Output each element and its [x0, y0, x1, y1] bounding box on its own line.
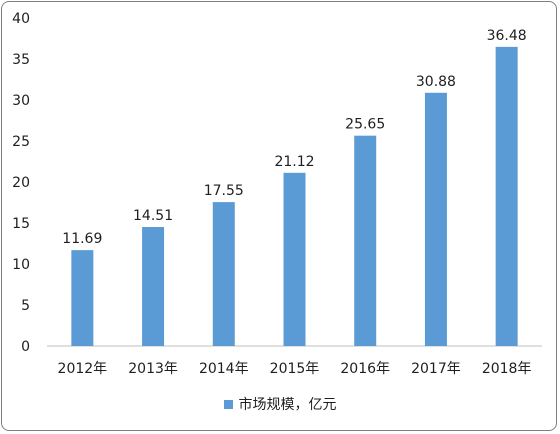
y-axis-ticks: 0 5 10 15 20 25 30 35 40	[12, 11, 30, 355]
bar	[495, 46, 518, 346]
legend: 市场规模，亿元	[0, 394, 560, 414]
y-tick-label: 5	[21, 298, 30, 314]
x-tick-label: 2018年	[482, 361, 532, 377]
bar	[424, 92, 447, 346]
y-tick-label: 0	[21, 339, 30, 355]
y-tick-label: 40	[12, 11, 30, 27]
data-label: 21.12	[274, 154, 314, 170]
data-label: 14.51	[133, 208, 173, 224]
x-tick-label: 2013年	[128, 361, 178, 377]
bar	[354, 135, 377, 346]
legend-swatch	[223, 399, 233, 409]
x-tick-label: 2017年	[411, 361, 461, 377]
legend-label: 市场规模，亿元	[238, 397, 337, 413]
x-axis-ticks: 2012年 2013年 2014年 2015年 2016年 2017年 2018年	[58, 361, 532, 377]
data-labels: 11.69 14.51 17.55 21.12 25.65 30.88 36.48	[62, 28, 526, 247]
x-tick-label: 2016年	[340, 361, 390, 377]
y-tick-label: 10	[12, 257, 30, 273]
data-label: 36.48	[487, 28, 527, 44]
y-tick-label: 15	[12, 216, 30, 232]
data-label: 17.55	[204, 183, 244, 199]
data-label: 25.65	[345, 117, 385, 133]
bar	[142, 227, 165, 346]
y-tick-label: 25	[12, 134, 30, 150]
bars	[71, 46, 518, 346]
data-label: 30.88	[416, 74, 456, 90]
x-tick-label: 2015年	[270, 361, 320, 377]
y-tick-label: 20	[12, 175, 30, 191]
x-tick-label: 2012年	[58, 361, 108, 377]
y-tick-label: 30	[12, 93, 30, 109]
x-tick-label: 2014年	[199, 361, 249, 377]
y-tick-label: 35	[12, 52, 30, 68]
bar	[71, 250, 94, 346]
bar	[212, 202, 235, 346]
data-label: 11.69	[62, 231, 102, 247]
bar	[283, 172, 306, 346]
